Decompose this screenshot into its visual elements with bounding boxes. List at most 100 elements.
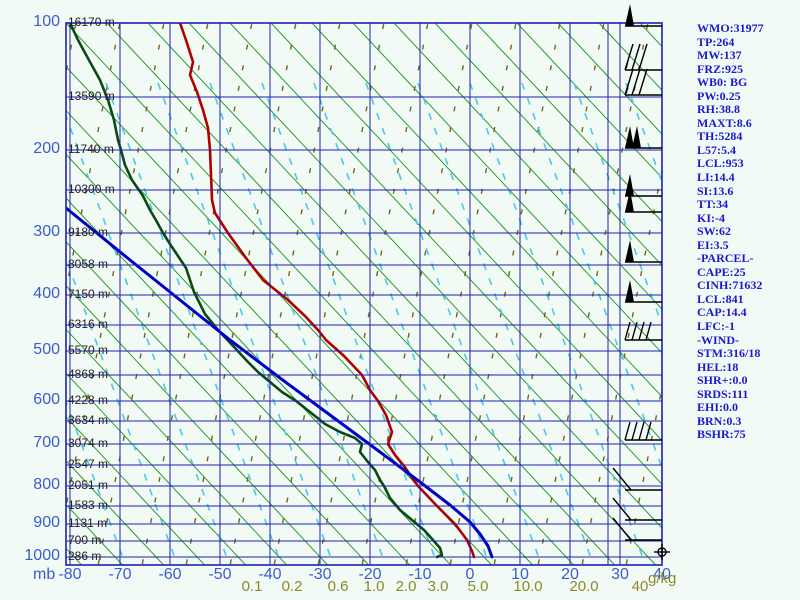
dry-adiabat-line — [66, 328, 288, 565]
temperature-tick-10: 20 — [561, 566, 579, 583]
sidebar-param-6: RH:38.8 — [697, 102, 740, 117]
sidebar-param-3: FRZ:925 — [697, 61, 743, 76]
moist-adiabat-line — [493, 23, 605, 565]
series-dewpoint-curve — [68, 23, 444, 559]
mixing-ratio-unit-label: g/kg — [648, 570, 677, 587]
temperature-tick-2: -60 — [158, 566, 182, 583]
series-parcel-path-curve — [66, 206, 494, 559]
dry-adiabat-line — [147, 23, 657, 565]
pressure-tick-500: 500 — [33, 341, 60, 358]
moist-adiabat-line — [361, 23, 473, 565]
series-temperature-curve — [178, 23, 476, 559]
sidebar-param-29: BRN:0.3 — [697, 413, 742, 428]
mixing-ratio-line — [105, 82, 283, 565]
wind-barb-190 — [624, 43, 662, 71]
height-label-6: 7150 m — [68, 287, 109, 301]
wind-barb-930 — [612, 517, 662, 541]
pressure-tick-800: 800 — [33, 476, 60, 493]
moist-adiabat-line — [141, 23, 253, 565]
pressure-tick-600: 600 — [33, 391, 60, 408]
mixing-ratio-tick-5: 3.0 — [427, 578, 449, 595]
wind-barb-100 — [625, 4, 662, 27]
sidebar-param-17: -PARCEL- — [697, 251, 754, 266]
mixing-ratio-tick-9: 40 — [631, 578, 649, 595]
wind-barb-340 — [625, 174, 662, 197]
wind-barb-280 — [625, 126, 662, 149]
pressure-tick-300: 300 — [33, 223, 60, 240]
height-label-16: 1131 m — [68, 516, 108, 530]
height-label-5: 8058 m — [68, 257, 109, 271]
sidebar-param-14: KI:-4 — [697, 210, 725, 225]
height-label-13: 2547 m — [68, 457, 109, 471]
wind-barb-500 — [625, 280, 662, 303]
pressure-tick-1000: 1000 — [24, 547, 60, 564]
dry-adiabat-line — [434, 23, 662, 267]
sidebar-param-12: SI:13.6 — [697, 183, 734, 198]
mixing-ratio-line — [417, 82, 595, 565]
sidebar-param-15: SW:62 — [697, 224, 732, 239]
sidebar-param-4: WB0: BG — [697, 75, 748, 90]
mixing-ratio-tick-2: 0.6 — [327, 578, 349, 595]
height-label-10: 4228 m — [68, 393, 109, 407]
temperature-tick-12: 40 — [653, 566, 671, 583]
moist-adiabat-line — [449, 23, 561, 565]
wind-barb-200 — [624, 68, 662, 96]
wind-barb-560 — [624, 321, 662, 341]
wind-barb-430 — [625, 240, 662, 263]
sidebar-param-1: TP:264 — [697, 34, 735, 49]
moist-adiabat-line — [537, 23, 649, 565]
dry-adiabat-line — [311, 23, 662, 398]
sidebar-param-30: BSHR:75 — [697, 427, 746, 442]
dry-adiabat-line — [229, 23, 662, 485]
mixing-ratio-tick-8: 20.0 — [569, 578, 599, 595]
moist-adiabat-line — [185, 23, 297, 565]
sidebar-param-16: EI:3.5 — [697, 237, 729, 252]
sidebar-param-25: HEL:18 — [697, 359, 739, 374]
sidebar-param-27: SRDS:111 — [697, 386, 749, 401]
sidebar-param-24: STM:316/18 — [697, 346, 761, 361]
temperature-tick-5: -30 — [308, 566, 332, 583]
temperature-tick-6: -20 — [358, 566, 382, 583]
height-label-9: 4868 m — [68, 367, 109, 381]
temperature-tick-8: 0 — [465, 566, 475, 583]
mixing-ratio-line — [66, 113, 231, 565]
sidebar-param-20: LCL:841 — [697, 291, 744, 306]
pressure-tick-200: 200 — [33, 140, 60, 157]
sidebar-param-28: EHI:0.0 — [697, 400, 739, 415]
height-label-8: 5570 m — [68, 343, 109, 357]
wind-barb-880 — [612, 497, 662, 521]
dry-adiabat-line — [66, 66, 534, 565]
temperature-tick-7: -10 — [408, 566, 432, 583]
sidebar-param-2: MW:137 — [697, 48, 742, 63]
parameter-sidebar: WMO:31977 TP:264 MW:137 FRZ:925 WB0: BG PW:0.… — [697, 21, 797, 442]
wind-barb-370 — [625, 190, 662, 213]
wind-barb-700 — [624, 421, 662, 441]
mixing-ratio-line — [521, 82, 662, 470]
mixing-ratio-tick-1: 0.2 — [281, 578, 303, 595]
mixing-ratio-line — [66, 256, 179, 565]
dry-adiabat-line — [475, 23, 662, 223]
temperature-tick-4: -40 — [258, 566, 282, 583]
mixing-ratio-line — [209, 82, 387, 565]
sidebar-param-8: TH:5284 — [697, 129, 743, 144]
sidebar-param-7: MAXT:8.6 — [697, 115, 752, 130]
dry-adiabat-line — [393, 23, 662, 310]
mixing-ratio-tick-4: 2.0 — [395, 578, 417, 595]
height-label-18: 286 m — [68, 549, 102, 563]
sidebar-param-10: LCL:953 — [697, 156, 744, 171]
temperature-tick-1: -70 — [108, 566, 132, 583]
mixing-ratio-tick-0: 0.1 — [241, 578, 263, 595]
pressure-tick-400: 400 — [33, 285, 60, 302]
mixing-ratio-line — [261, 82, 439, 565]
sidebar-param-13: TT:34 — [697, 197, 729, 212]
sidebar-param-21: CAP:14.4 — [697, 305, 747, 320]
dry-adiabat-line — [352, 23, 662, 354]
moist-adiabat-line — [405, 23, 517, 565]
sidebar-param-0: WMO:31977 — [697, 21, 764, 35]
height-label-3: 10300 m — [68, 182, 115, 196]
mixing-ratio-line — [313, 82, 491, 565]
temperature-tick-0: -80 — [58, 566, 82, 583]
